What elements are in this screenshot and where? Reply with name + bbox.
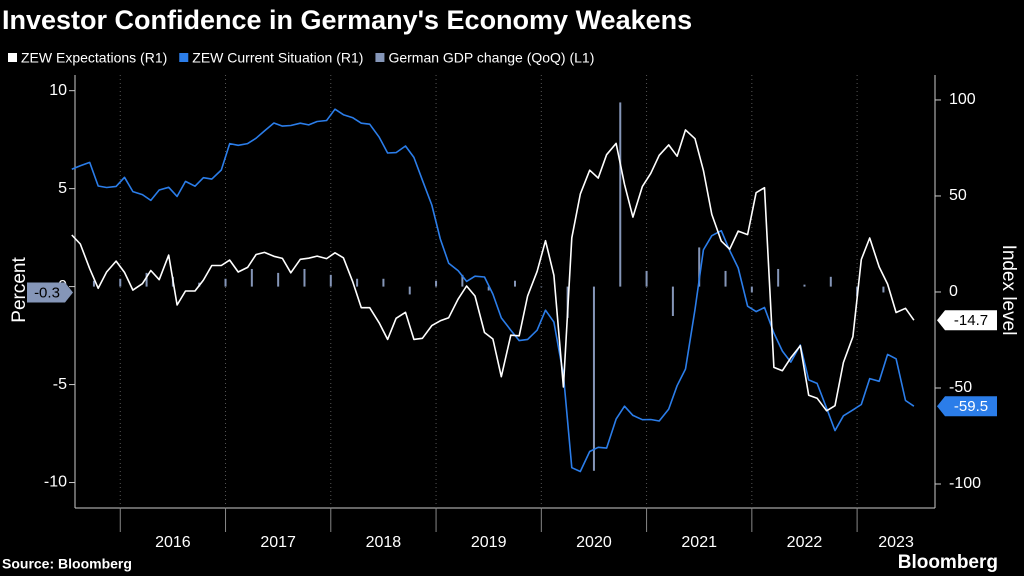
- bar: [250, 268, 253, 287]
- x-tick-label: 2023: [878, 534, 914, 551]
- bar: [356, 278, 359, 287]
- x-tick-label: 2021: [681, 534, 717, 551]
- legend-label: German GDP change (QoQ) (L1): [388, 50, 594, 66]
- bar: [224, 278, 227, 287]
- value-label-box: [937, 310, 997, 331]
- x-tick-label: 2019: [471, 534, 507, 551]
- value-label-box: [27, 282, 73, 303]
- legend-label: ZEW Current Situation (R1): [192, 50, 363, 66]
- bar: [645, 270, 648, 287]
- y-tick-label: 10: [49, 82, 67, 99]
- value-label: -0.3: [34, 284, 60, 301]
- y2-tick-label: 0: [949, 283, 958, 300]
- legend-swatch: [8, 53, 17, 62]
- bar: [277, 272, 280, 287]
- bar: [119, 278, 122, 287]
- y-tick-label: 5: [58, 180, 67, 197]
- bar: [671, 286, 674, 316]
- chart-title: Investor Confidence in Germany's Economy…: [2, 5, 692, 35]
- bar: [619, 102, 622, 287]
- bar: [92, 280, 95, 287]
- bar: [408, 286, 411, 295]
- bar: [461, 274, 464, 287]
- bar: [829, 276, 832, 287]
- bar: [750, 286, 753, 293]
- value-label-box: [937, 396, 997, 417]
- y2-axis-title: Index level: [998, 245, 1019, 336]
- bar: [803, 284, 806, 287]
- x-tick-label: 2018: [366, 534, 402, 551]
- bar: [592, 286, 595, 471]
- bar: [724, 270, 727, 287]
- source-note: Source: Bloomberg: [2, 556, 132, 572]
- bar: [145, 272, 148, 287]
- bar: [435, 280, 438, 287]
- x-tick-label: 2016: [155, 534, 191, 551]
- bar: [882, 286, 885, 293]
- legend-swatch: [375, 53, 385, 62]
- bar: [487, 286, 490, 291]
- bar: [329, 274, 332, 287]
- x-tick-label: 2017: [260, 534, 296, 551]
- y2-tick-label: 50: [949, 187, 967, 204]
- line-series: [71, 108, 915, 473]
- y-tick-label: -5: [53, 376, 67, 393]
- y2-tick-label: -50: [949, 379, 972, 396]
- bar: [514, 280, 516, 287]
- y2-tick-label: -100: [949, 475, 981, 492]
- value-label: -14.7: [954, 312, 988, 329]
- x-tick-label: 2020: [576, 534, 612, 551]
- line-series: [71, 129, 915, 412]
- brand-logo: Bloomberg: [898, 552, 998, 573]
- value-label: -59.5: [954, 398, 988, 415]
- legend-label: ZEW Expectations (R1): [21, 50, 167, 66]
- bar: [698, 247, 701, 287]
- bar: [777, 268, 780, 287]
- y-axis-title: Percent: [9, 257, 30, 323]
- y-tick-label: -10: [44, 474, 67, 491]
- legend-swatch: [179, 53, 189, 62]
- y2-tick-label: 100: [949, 91, 976, 108]
- bar: [382, 278, 385, 287]
- bar: [303, 268, 306, 287]
- x-tick-label: 2022: [787, 534, 823, 551]
- bar: [540, 286, 543, 288]
